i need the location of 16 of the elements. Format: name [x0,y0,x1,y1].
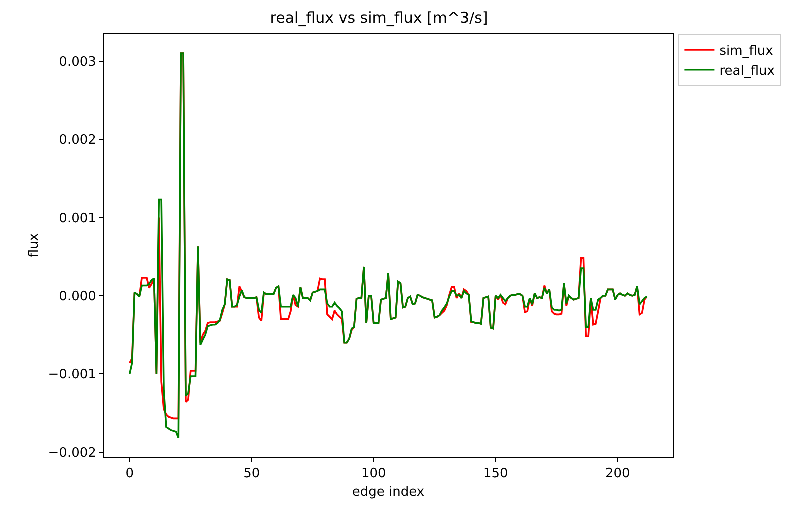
x-tick-label: 200 [605,466,630,482]
x-tick-label: 0 [126,466,134,482]
chart-title: real_flux vs sim_flux [m^3/s] [270,9,488,28]
x-tick-label: 150 [483,466,508,482]
y-tick-label: 0.002 [59,133,96,148]
y-tick-label: 0.001 [59,211,96,226]
x-tick-label: 50 [244,466,260,482]
y-tick-label: −0.002 [48,446,96,461]
x-axis-title: edge index [352,485,425,500]
legend-label: real_flux [720,64,776,79]
y-tick-label: 0.003 [59,54,96,70]
y-tick-label: −0.001 [48,368,96,383]
x-tick-label: 100 [361,466,386,482]
y-axis-title: flux [27,233,42,258]
legend-label: sim_flux [720,44,774,60]
y-tick-label: 0.000 [59,289,96,304]
